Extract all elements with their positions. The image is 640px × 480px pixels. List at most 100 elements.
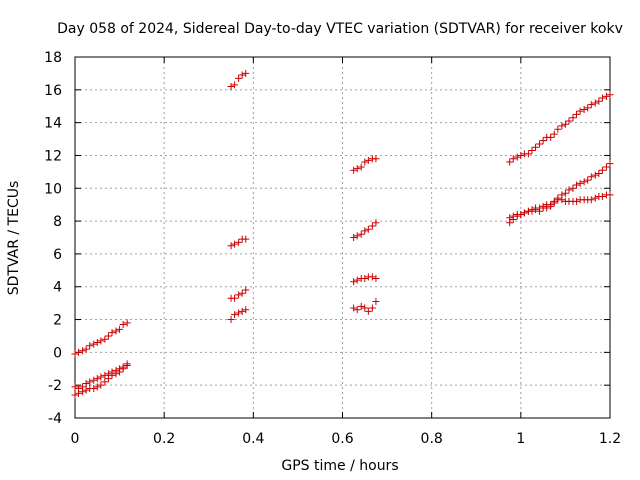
- data-point: [112, 370, 120, 378]
- data-point: [231, 294, 239, 302]
- data-point: [606, 91, 614, 99]
- data-point: [550, 199, 558, 207]
- data-point: [104, 375, 112, 383]
- data-point: [86, 378, 94, 386]
- data-point: [595, 170, 603, 178]
- data-point: [587, 101, 595, 109]
- data-point: [71, 383, 79, 391]
- y-tick-label: 12: [44, 148, 62, 164]
- data-point: [368, 304, 376, 312]
- data-point: [227, 316, 235, 324]
- data-point: [580, 106, 588, 114]
- y-tick-label: 6: [53, 247, 62, 263]
- data-point: [71, 391, 79, 399]
- data-point: [587, 196, 595, 204]
- data-point: [101, 378, 109, 386]
- y-tick-label: 16: [44, 83, 62, 99]
- data-point: [104, 332, 112, 340]
- x-tick-label: 0: [71, 431, 80, 447]
- y-tick-label: 2: [53, 313, 62, 329]
- data-point: [353, 306, 361, 314]
- data-point: [598, 94, 606, 102]
- data-point: [569, 184, 577, 192]
- data-point: [227, 242, 235, 250]
- data-point: [587, 173, 595, 181]
- data-point: [357, 163, 365, 171]
- series-seg-c3: [350, 273, 380, 286]
- data-point: [517, 211, 525, 219]
- data-point: [97, 381, 105, 389]
- data-point: [591, 99, 599, 107]
- data-point: [357, 302, 365, 310]
- data-point: [353, 276, 361, 284]
- data-point: [227, 83, 235, 91]
- data-point: [231, 240, 239, 248]
- data-point: [576, 179, 584, 187]
- data-point: [517, 151, 525, 159]
- data-point: [561, 189, 569, 197]
- data-point: [90, 340, 98, 348]
- series-seg-c4: [350, 297, 380, 315]
- data-point: [536, 140, 544, 148]
- y-axis-label: SDTVAR / TECUs: [6, 181, 22, 296]
- x-tick-label: 1: [516, 431, 525, 447]
- series-seg-b2: [227, 235, 250, 250]
- data-point: [591, 194, 599, 202]
- data-point: [565, 117, 573, 125]
- data-point: [242, 286, 250, 294]
- data-point: [372, 219, 380, 227]
- series-seg-c2: [350, 219, 380, 241]
- data-point: [506, 158, 514, 166]
- series-seg-d1: [506, 91, 614, 166]
- data-point: [513, 212, 521, 220]
- data-point: [116, 368, 124, 376]
- data-point: [509, 155, 517, 163]
- chart-title: Day 058 of 2024, Sidereal Day-to-day VTE…: [57, 21, 623, 37]
- data-point: [364, 225, 372, 233]
- data-point: [235, 309, 243, 317]
- data-point: [238, 307, 246, 315]
- data-point: [353, 232, 361, 240]
- data-point: [242, 69, 250, 77]
- data-point: [97, 337, 105, 345]
- data-point: [506, 219, 514, 227]
- data-point: [97, 373, 105, 381]
- data-point: [606, 191, 614, 199]
- data-point: [90, 384, 98, 392]
- data-point: [116, 325, 124, 333]
- data-point: [71, 350, 79, 358]
- data-point: [119, 320, 127, 328]
- data-point: [79, 347, 87, 355]
- data-point: [584, 104, 592, 112]
- data-point: [101, 335, 109, 343]
- data-point: [550, 130, 558, 138]
- data-point: [554, 125, 562, 133]
- data-point: [532, 206, 540, 214]
- data-point: [235, 238, 243, 246]
- data-point: [353, 165, 361, 173]
- y-tick-label: 18: [44, 50, 62, 66]
- y-tick-label: 8: [53, 214, 62, 230]
- data-point: [372, 155, 380, 163]
- data-point: [536, 207, 544, 215]
- data-point: [528, 207, 536, 215]
- data-point: [242, 235, 250, 243]
- data-point: [532, 143, 540, 151]
- x-tick-label: 0.4: [242, 431, 264, 447]
- data-point: [82, 386, 90, 394]
- y-tick-label: 14: [44, 116, 62, 132]
- series-seg-c1: [350, 155, 380, 174]
- y-tick-label: -2: [48, 378, 62, 394]
- data-point: [602, 163, 610, 171]
- data-point: [513, 153, 521, 161]
- data-point: [231, 311, 239, 319]
- data-point: [598, 192, 606, 200]
- data-point: [576, 107, 584, 115]
- data-point: [238, 71, 246, 79]
- data-point: [93, 339, 101, 347]
- data-point: [606, 160, 614, 168]
- x-tick-label: 0.2: [153, 431, 175, 447]
- data-point: [598, 166, 606, 174]
- series-seg-d3: [506, 191, 614, 227]
